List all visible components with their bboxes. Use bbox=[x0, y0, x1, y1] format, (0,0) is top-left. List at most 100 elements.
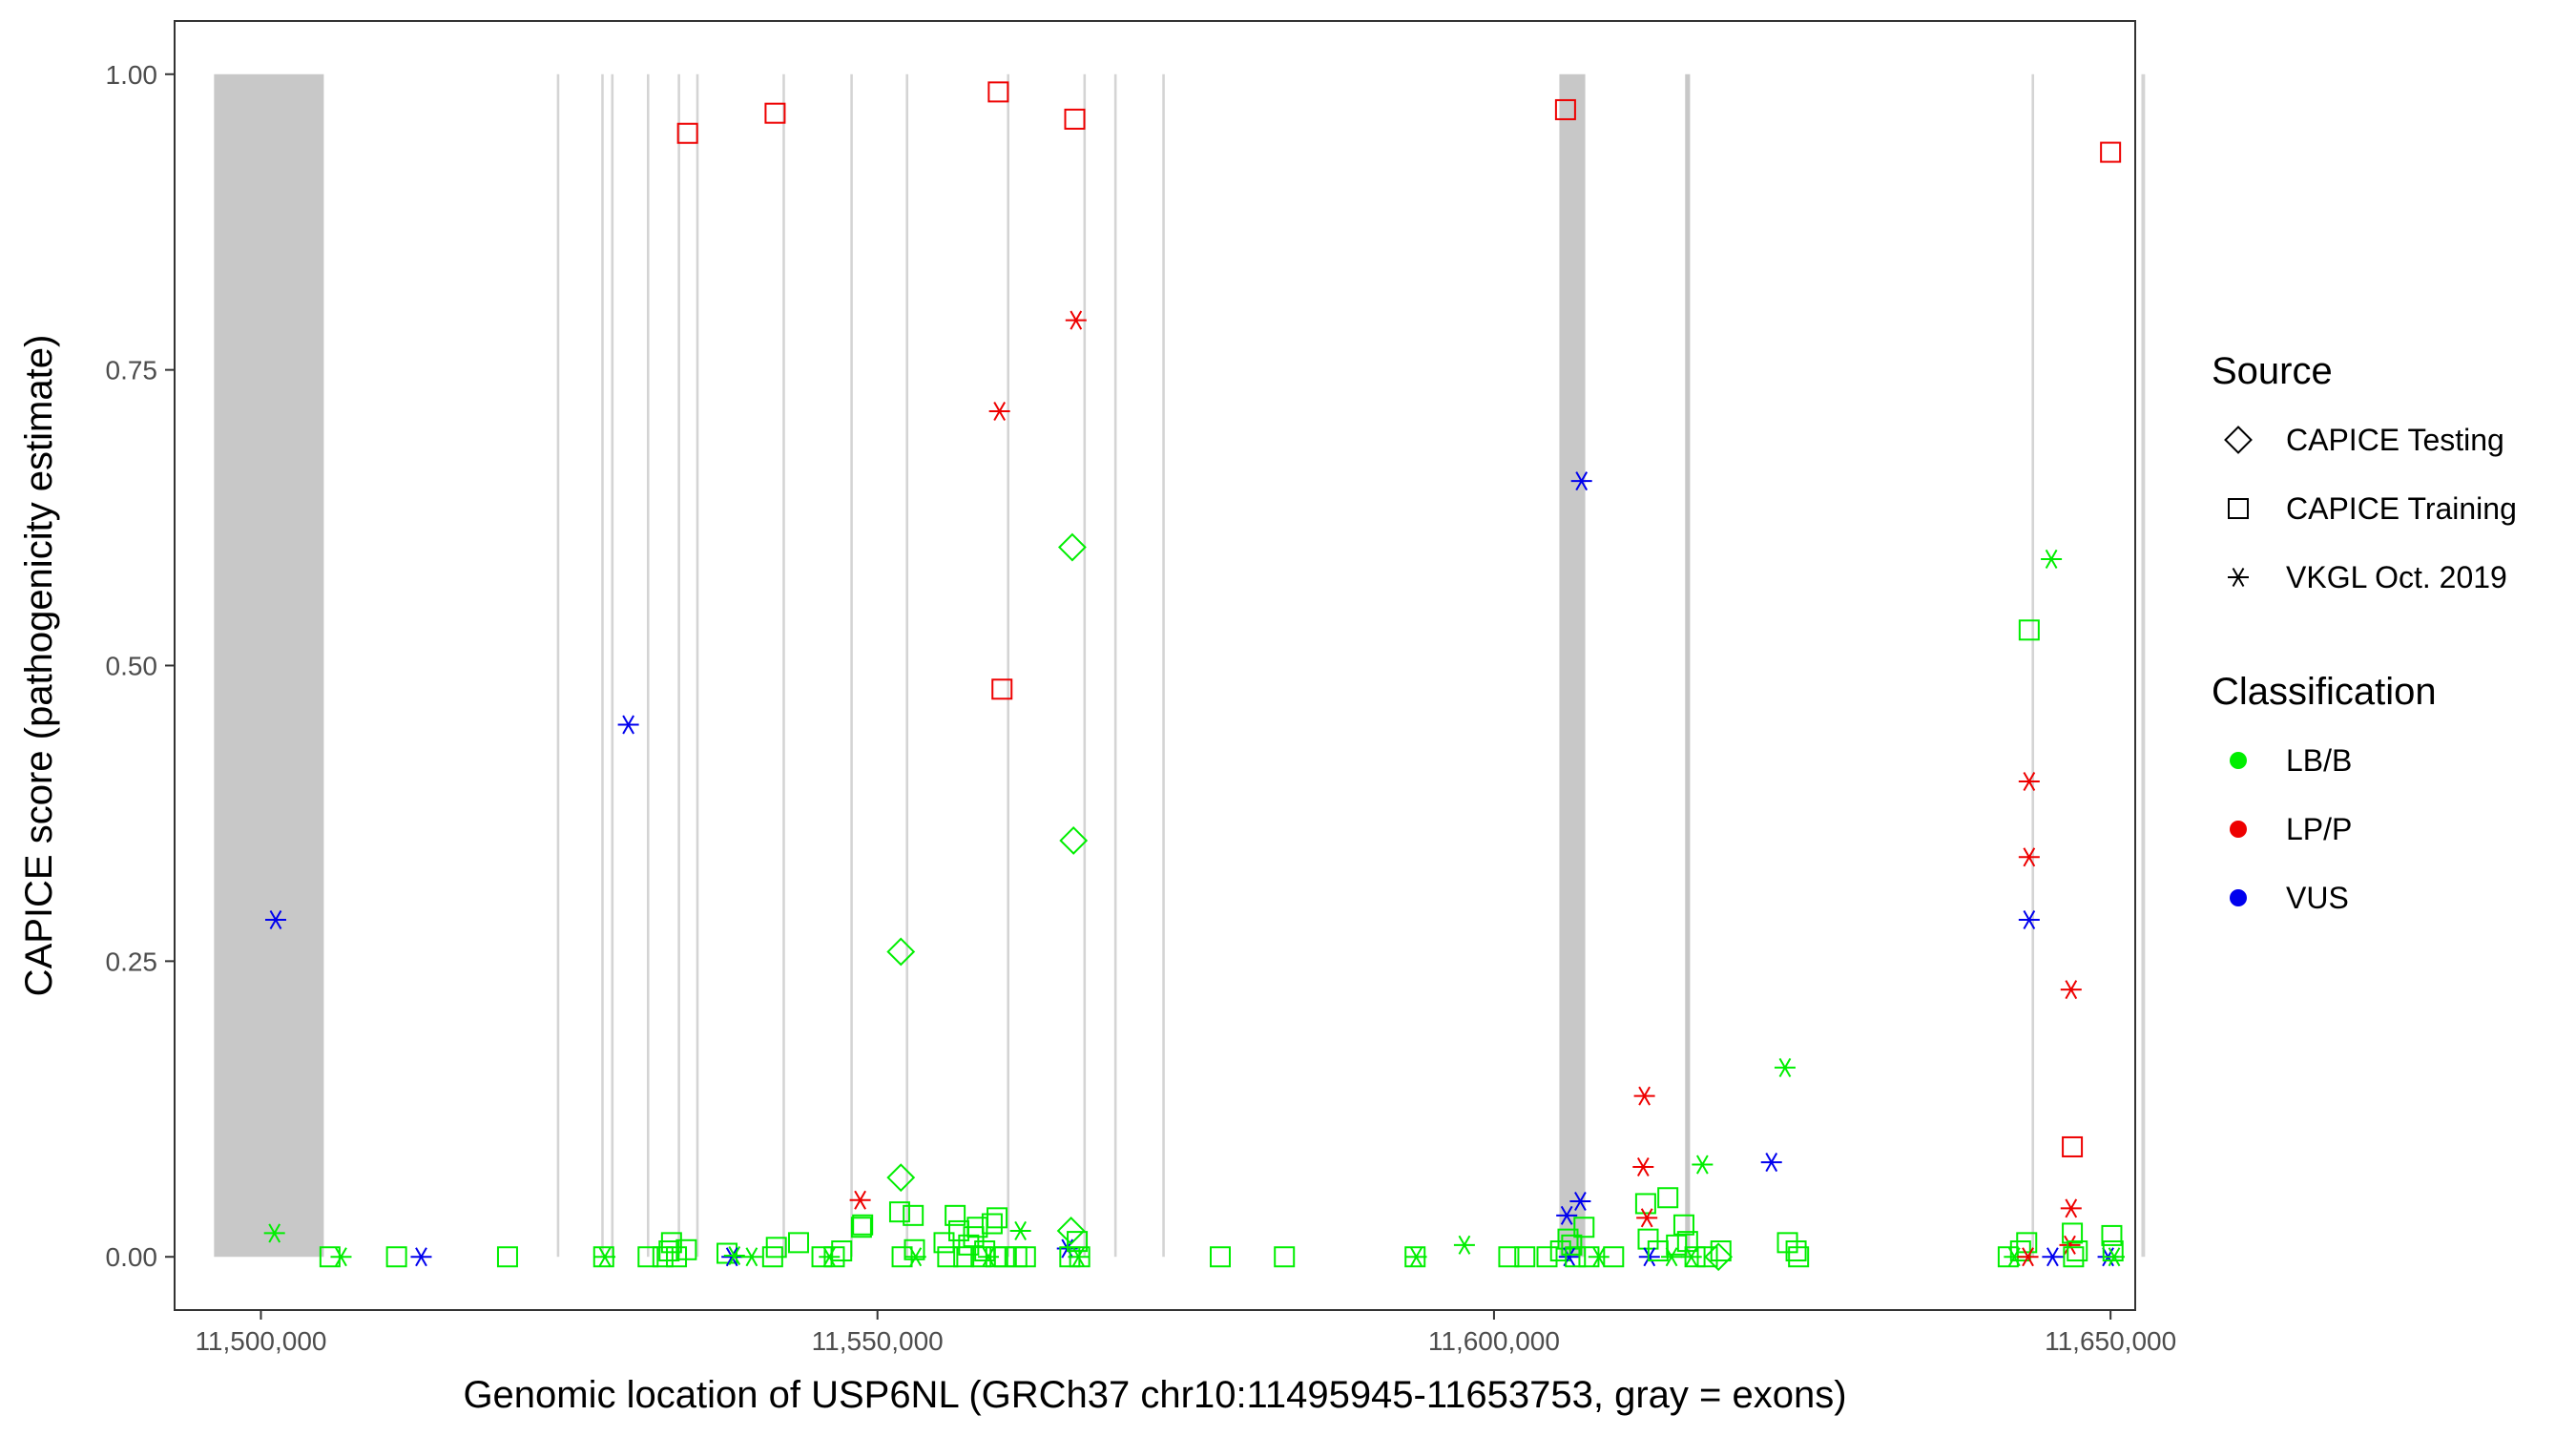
legend-label: CAPICE Testing bbox=[2286, 423, 2504, 457]
data-point bbox=[1696, 1246, 1718, 1268]
y-axis: 0.00 0.25 0.50 0.75 1.00 bbox=[106, 60, 175, 1272]
data-point bbox=[937, 1246, 959, 1268]
legend-title: Source bbox=[2212, 350, 2333, 392]
legend-key bbox=[2230, 752, 2247, 769]
x-tick-label: 11,550,000 bbox=[812, 1326, 944, 1356]
legend-label: VUS bbox=[2286, 881, 2349, 915]
data-point bbox=[1065, 310, 1087, 330]
data-point bbox=[945, 1204, 966, 1226]
data-point bbox=[953, 1246, 975, 1268]
exon-band bbox=[2141, 73, 2146, 1258]
data-point bbox=[1692, 1155, 1714, 1175]
data-point bbox=[660, 1232, 682, 1254]
data-point bbox=[2018, 619, 2040, 641]
data-point bbox=[1573, 1217, 1595, 1238]
data-point bbox=[2104, 1247, 2126, 1267]
data-point bbox=[1661, 1247, 1683, 1267]
data-point bbox=[2017, 1247, 2039, 1267]
data-point bbox=[831, 1240, 853, 1262]
data-point bbox=[330, 1247, 352, 1267]
data-point bbox=[993, 1246, 1015, 1268]
data-point bbox=[1760, 1153, 1782, 1173]
data-point bbox=[1561, 1234, 1583, 1256]
exon-band bbox=[905, 73, 909, 1258]
data-point bbox=[819, 1247, 841, 1267]
data-point bbox=[1636, 1208, 1658, 1228]
data-point bbox=[1565, 1246, 1587, 1268]
data-point bbox=[1405, 1247, 1427, 1267]
data-point bbox=[1067, 1231, 1089, 1253]
exon-band bbox=[601, 73, 604, 1258]
data-point bbox=[2059, 1235, 2081, 1255]
data-point bbox=[1666, 1234, 1688, 1256]
data-point bbox=[904, 1247, 926, 1267]
data-point bbox=[385, 1246, 407, 1268]
exon-band bbox=[1559, 73, 1586, 1258]
data-point bbox=[1549, 1240, 1571, 1262]
data-point bbox=[1603, 1246, 1625, 1268]
data-point bbox=[1785, 1240, 1807, 1262]
data-point bbox=[2009, 1240, 2031, 1262]
data-point bbox=[1498, 1246, 1520, 1268]
data-point bbox=[637, 1246, 659, 1268]
exon-band bbox=[1007, 73, 1009, 1258]
exon-band bbox=[677, 73, 680, 1258]
exon-band bbox=[1083, 73, 1087, 1258]
exon-band bbox=[1685, 73, 1691, 1258]
data-point bbox=[988, 401, 1010, 422]
data-point bbox=[676, 122, 698, 144]
data-point bbox=[1556, 1205, 1578, 1225]
data-point bbox=[981, 1213, 1003, 1235]
plot-panel-border bbox=[174, 20, 2136, 1311]
exon-band bbox=[2031, 73, 2035, 1258]
data-point bbox=[1557, 1228, 1579, 1250]
data-point bbox=[1554, 98, 1576, 120]
data-point bbox=[723, 1245, 745, 1266]
exon-band bbox=[214, 73, 324, 1258]
legend-key bbox=[2224, 426, 2253, 454]
data-point bbox=[1774, 1057, 1796, 1077]
legend-title: Classification bbox=[2212, 671, 2437, 713]
data-point bbox=[1210, 1246, 1231, 1268]
x-axis-title: Genomic location of USP6NL (GRCh37 chr10… bbox=[463, 1374, 1846, 1416]
data-point bbox=[2018, 847, 2040, 867]
data-point bbox=[903, 1204, 924, 1226]
exon-band bbox=[696, 73, 699, 1258]
data-point bbox=[1672, 1214, 1694, 1236]
data-point bbox=[852, 1214, 874, 1236]
data-point bbox=[2100, 141, 2122, 163]
data-point bbox=[987, 81, 1009, 103]
data-point bbox=[886, 937, 916, 967]
exon-band bbox=[1162, 73, 1165, 1258]
data-point bbox=[2063, 1246, 2085, 1268]
data-point bbox=[2101, 1224, 2123, 1246]
data-point bbox=[987, 1207, 1008, 1229]
y-tick-label: 0.50 bbox=[106, 652, 158, 681]
data-point bbox=[2018, 909, 2040, 930]
data-point bbox=[2016, 1232, 2038, 1254]
exon-band bbox=[611, 73, 614, 1258]
exon-band bbox=[782, 73, 785, 1258]
data-point bbox=[1068, 1247, 1090, 1267]
data-point bbox=[933, 1232, 955, 1254]
data-point bbox=[617, 715, 639, 735]
data-point bbox=[410, 1247, 432, 1267]
data-point bbox=[1057, 532, 1087, 562]
x-axis: 11,500,000 11,550,000 11,600,000 11,650,000 bbox=[195, 1310, 2176, 1356]
data-point bbox=[1453, 1235, 1475, 1255]
y-tick-label: 0.75 bbox=[106, 356, 158, 385]
y-axis-title: CAPICE score (pathogenicity estimate) bbox=[18, 335, 60, 997]
exon-band bbox=[556, 73, 560, 1258]
data-point bbox=[675, 1238, 697, 1260]
legend-key bbox=[2228, 498, 2249, 519]
data-point bbox=[1056, 1217, 1086, 1245]
data-point bbox=[1588, 1247, 1610, 1267]
data-point bbox=[1570, 471, 1592, 491]
data-point bbox=[2060, 1198, 2082, 1218]
data-point bbox=[2062, 1222, 2084, 1244]
legend-key bbox=[2230, 889, 2247, 906]
data-point bbox=[1274, 1246, 1296, 1268]
data-point bbox=[594, 1247, 616, 1267]
data-point bbox=[888, 1201, 910, 1223]
